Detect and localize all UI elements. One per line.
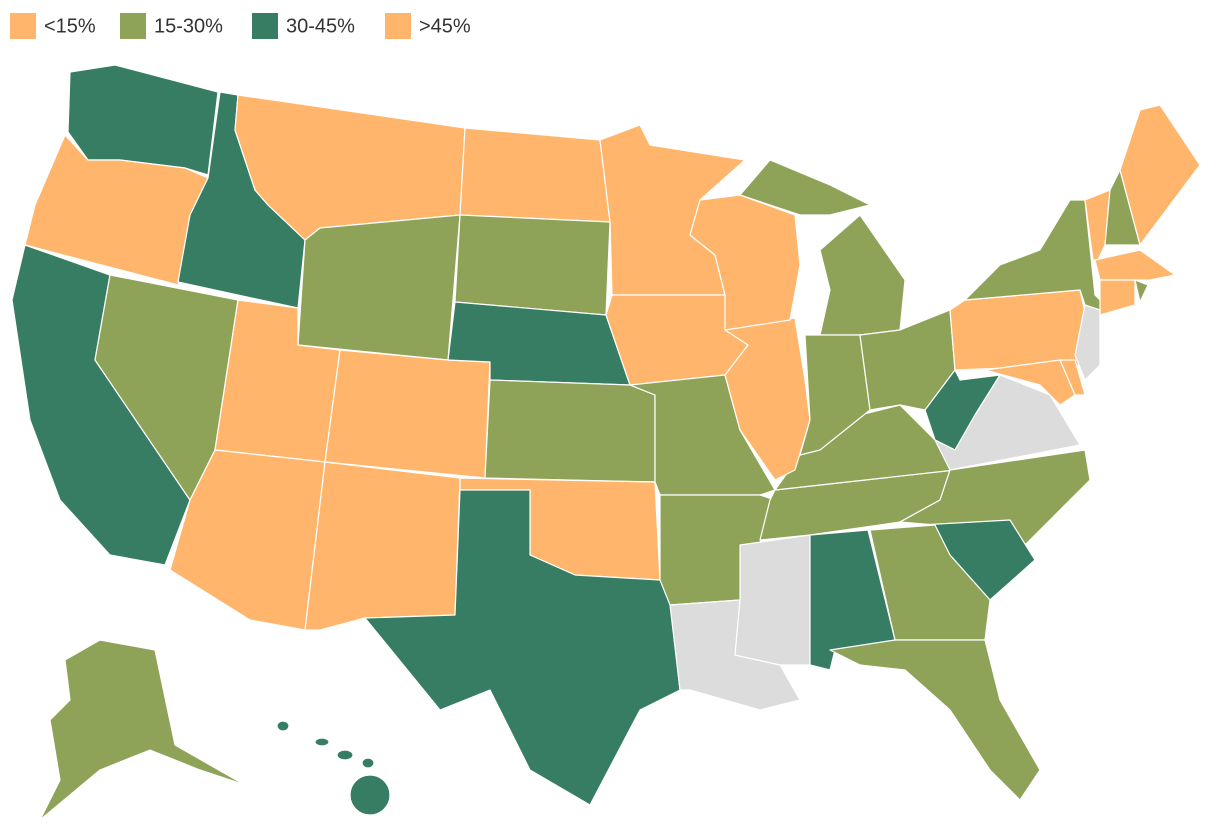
state <box>724 317 811 481</box>
legend: <15% 15-30% 30-45% >45% <box>10 13 471 39</box>
state <box>1134 279 1149 303</box>
legend-label: 15-30% <box>154 15 223 37</box>
state <box>484 379 656 483</box>
state <box>304 461 461 631</box>
state <box>324 349 491 479</box>
state <box>276 720 290 732</box>
legend-label: <15% <box>44 15 96 37</box>
legend-swatch <box>385 13 411 39</box>
state <box>1119 104 1201 246</box>
state <box>984 359 1076 406</box>
legend-swatch <box>10 13 36 39</box>
state <box>1084 189 1111 261</box>
legend-label: >45% <box>419 15 471 37</box>
state <box>297 214 461 361</box>
state <box>734 534 811 666</box>
state <box>934 374 1081 471</box>
state <box>454 214 611 316</box>
state <box>739 159 871 216</box>
state <box>364 489 681 806</box>
state <box>1094 249 1176 281</box>
legend-swatch <box>252 13 278 39</box>
state <box>361 757 375 769</box>
state <box>1074 304 1101 381</box>
state <box>1099 279 1136 316</box>
state <box>819 214 906 336</box>
state <box>336 749 354 761</box>
state <box>829 639 1041 801</box>
state <box>949 289 1091 371</box>
state <box>689 194 801 331</box>
states <box>11 64 1201 821</box>
state <box>67 64 219 176</box>
state <box>349 774 391 816</box>
state <box>314 737 330 747</box>
legend-label: 30-45% <box>286 15 355 37</box>
state <box>459 127 611 223</box>
state <box>1059 359 1086 396</box>
legend-swatch <box>120 13 146 39</box>
state <box>39 639 246 821</box>
